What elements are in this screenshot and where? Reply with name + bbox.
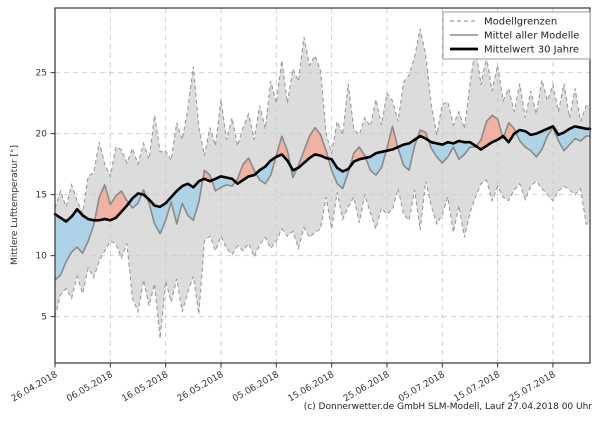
y-tick-label: 20 bbox=[36, 130, 48, 140]
above-mean-fill bbox=[55, 115, 589, 222]
plot-frame bbox=[54, 7, 591, 364]
x-tick-label: 26.05.2018 bbox=[176, 370, 226, 405]
x-tick-label: 05.06.2018 bbox=[231, 370, 281, 405]
y-tick-label: 25 bbox=[36, 69, 47, 79]
x-tick-label: 06.05.2018 bbox=[65, 370, 115, 405]
x-tick-label: 16.05.2018 bbox=[121, 370, 171, 405]
model-band-fill bbox=[55, 28, 589, 339]
x-tick-label: 26.04.2018 bbox=[10, 370, 60, 405]
x-tick-label: 15.07.2018 bbox=[452, 370, 502, 405]
legend-item-mittel-aller-modelle: Mittel aller Modelle bbox=[484, 31, 579, 42]
mean30-line bbox=[53, 125, 592, 223]
anomaly-fills bbox=[55, 115, 589, 281]
model-spread-band bbox=[55, 28, 589, 339]
y-axis-label: Mittlere Lufttemperatur [°] bbox=[10, 145, 20, 265]
x-tick-label: 15.06.2018 bbox=[287, 370, 337, 405]
x-tick-label: 25.07.2018 bbox=[508, 370, 558, 405]
legend: Modellgrenzen Mittel aller Modelle Mitte… bbox=[442, 11, 591, 60]
legend-item-modellgrenzen: Modellgrenzen bbox=[484, 17, 557, 28]
model-bound-lines bbox=[54, 28, 590, 339]
y-tick-label: 15 bbox=[36, 191, 47, 201]
mean-lines bbox=[53, 114, 592, 281]
lower-bound-line bbox=[54, 179, 590, 339]
x-tick-label: 05.07.2018 bbox=[397, 370, 447, 405]
upper-bound-line bbox=[54, 28, 590, 215]
y-tick-label: 5 bbox=[41, 313, 47, 323]
legend-item-mittelwert-30-jahre: Mittelwert 30 Jahre bbox=[484, 45, 579, 56]
copyright-footer: (c) Donnerwetter.de GmbH SLM-Modell, Lau… bbox=[304, 402, 593, 412]
x-tick-label: 25.06.2018 bbox=[342, 370, 392, 405]
below-mean-fill bbox=[55, 126, 589, 281]
y-tick-label: 10 bbox=[36, 252, 48, 262]
